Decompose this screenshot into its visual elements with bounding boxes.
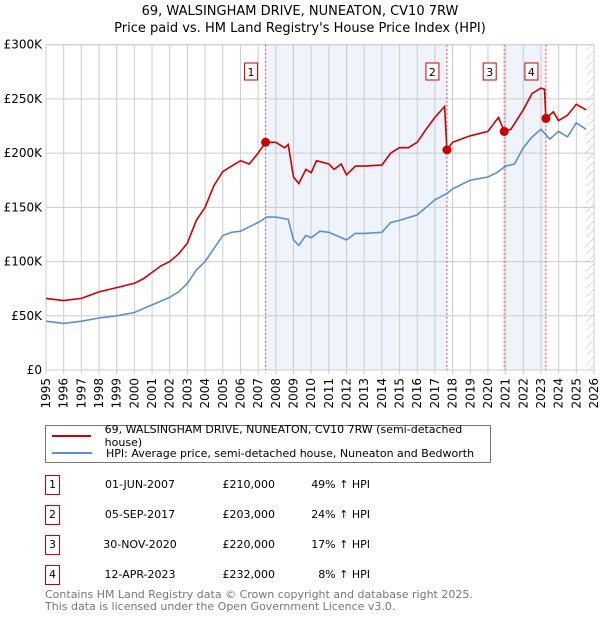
y-tick-label: £100K [4,255,44,269]
transaction-price: £210,000 [222,478,276,491]
transaction-date: 30-NOV-2020 [103,538,177,551]
chart-title: 69, WALSINGHAM DRIVE, NUNEATON, CV10 7RW [141,4,459,19]
x-tick-label: 2004 [198,378,212,409]
x-tick-label: 2024 [552,378,566,409]
footer-licence: This data is licensed under the Open Gov… [45,600,396,613]
chart-legend: 69, WALSINGHAM DRIVE, NUNEATON, CV10 7RW… [45,423,491,463]
transaction-price: £203,000 [222,508,276,521]
legend-label-hpi: HPI: Average price, semi-detached house,… [106,446,475,460]
transaction-price: £232,000 [222,568,276,581]
transaction-hpi-change: 8% ↑ HPI [318,568,370,581]
sale-label-box [524,62,539,81]
sale-label-box [244,62,259,81]
red-line-swatch [52,435,91,437]
transaction-date: 05-SEP-2017 [104,508,176,521]
transaction-marker-badge: 2 [45,505,60,525]
transaction-marker-badge: 3 [45,535,60,555]
x-tick-label: 2007 [251,378,265,409]
legend-item-hpi: HPI: Average price, semi-detached house,… [52,445,474,461]
y-tick-label: £200K [4,146,44,160]
transaction-hpi-change: 49% ↑ HPI [311,478,370,491]
y-tick-label: £150K [4,200,44,214]
sale-label: 2 [429,66,436,79]
transaction-row: 4 12-APR-2023 £232,000 8% ↑ HPI [45,565,375,585]
x-tick-label: 2005 [216,378,230,409]
x-tick-label: 2010 [304,378,318,409]
x-tick-label: 1996 [57,378,71,409]
transaction-price: £220,000 [222,538,276,551]
x-tick-label: 2001 [145,378,159,409]
x-tick-label: 2009 [286,378,300,409]
sale-label-box [425,62,440,81]
x-tick-label: 2013 [357,378,371,409]
sale-label: 1 [248,66,255,79]
transaction-marker-badge: 1 [45,475,60,495]
price-chart: 1995 1996 1997 1998 1999 2000 2001 2002 2003 2004… [4,38,600,409]
x-tick-label: 2022 [516,378,530,409]
transaction-row: 2 05-SEP-2017 £203,000 24% ↑ HPI [45,505,375,525]
x-tick-label: 2019 [463,378,477,409]
x-tick-label: 2021 [499,378,513,409]
x-tick-label: 2015 [393,378,407,409]
sale-label: 3 [486,66,493,79]
x-tick-label: 1998 [92,378,106,409]
plot-frame [45,44,595,371]
legend-item-property: 69, WALSINGHAM DRIVE, NUNEATON, CV10 7RW… [52,423,490,449]
x-tick-label: 1995 [39,378,53,409]
transaction-date: 01-JUN-2007 [104,478,176,491]
sale-point [261,137,271,147]
sale-label: 4 [528,66,535,79]
x-tick-label: 2020 [481,378,495,409]
x-tick-label: 2002 [163,378,177,409]
chart-subtitle: Price paid vs. HM Land Registry's House … [114,21,486,36]
x-tick-label: 2018 [446,378,460,409]
x-tick-label: 2008 [269,378,283,409]
transaction-row: 3 30-NOV-2020 £220,000 17% ↑ HPI [45,535,375,555]
y-tick-label: £50K [11,309,43,323]
sale-point [499,126,509,136]
blue-line-swatch [52,452,92,454]
x-tick-label: 2011 [322,378,336,409]
x-tick-label: 2025 [569,378,583,409]
y-tick-label: £0 [27,363,42,377]
x-tick-label: 1999 [110,378,124,409]
x-tick-label: 2014 [375,378,389,409]
sale-point [442,145,452,155]
transaction-marker-badge: 4 [45,565,60,585]
x-tick-label: 2016 [410,378,424,409]
transaction-date: 12-APR-2023 [104,568,176,581]
sale-point [541,113,551,123]
x-tick-label: 2000 [127,378,141,409]
y-tick-label: £300K [4,38,44,52]
x-tick-label: 1997 [74,378,88,409]
transaction-row: 1 01-JUN-2007 £210,000 49% ↑ HPI [45,475,375,495]
x-tick-label: 2023 [534,378,548,409]
transaction-hpi-change: 24% ↑ HPI [311,508,370,521]
y-tick-label: £250K [4,92,44,106]
x-tick-label: 2006 [233,378,247,409]
hpi-line [45,121,587,325]
x-tick-label: 2012 [340,378,354,409]
legend-label-property: 69, WALSINGHAM DRIVE, NUNEATON, CV10 7RW… [104,423,463,449]
transaction-hpi-change: 17% ↑ HPI [311,538,370,551]
x-tick-label: 2017 [428,378,442,409]
sale-label-box [482,62,497,81]
x-tick-label: 2026 [587,378,600,409]
footer-copyright: Contains HM Land Registry data © Crown c… [45,588,473,601]
x-tick-label: 2003 [180,378,194,409]
property-price-line [45,87,587,302]
